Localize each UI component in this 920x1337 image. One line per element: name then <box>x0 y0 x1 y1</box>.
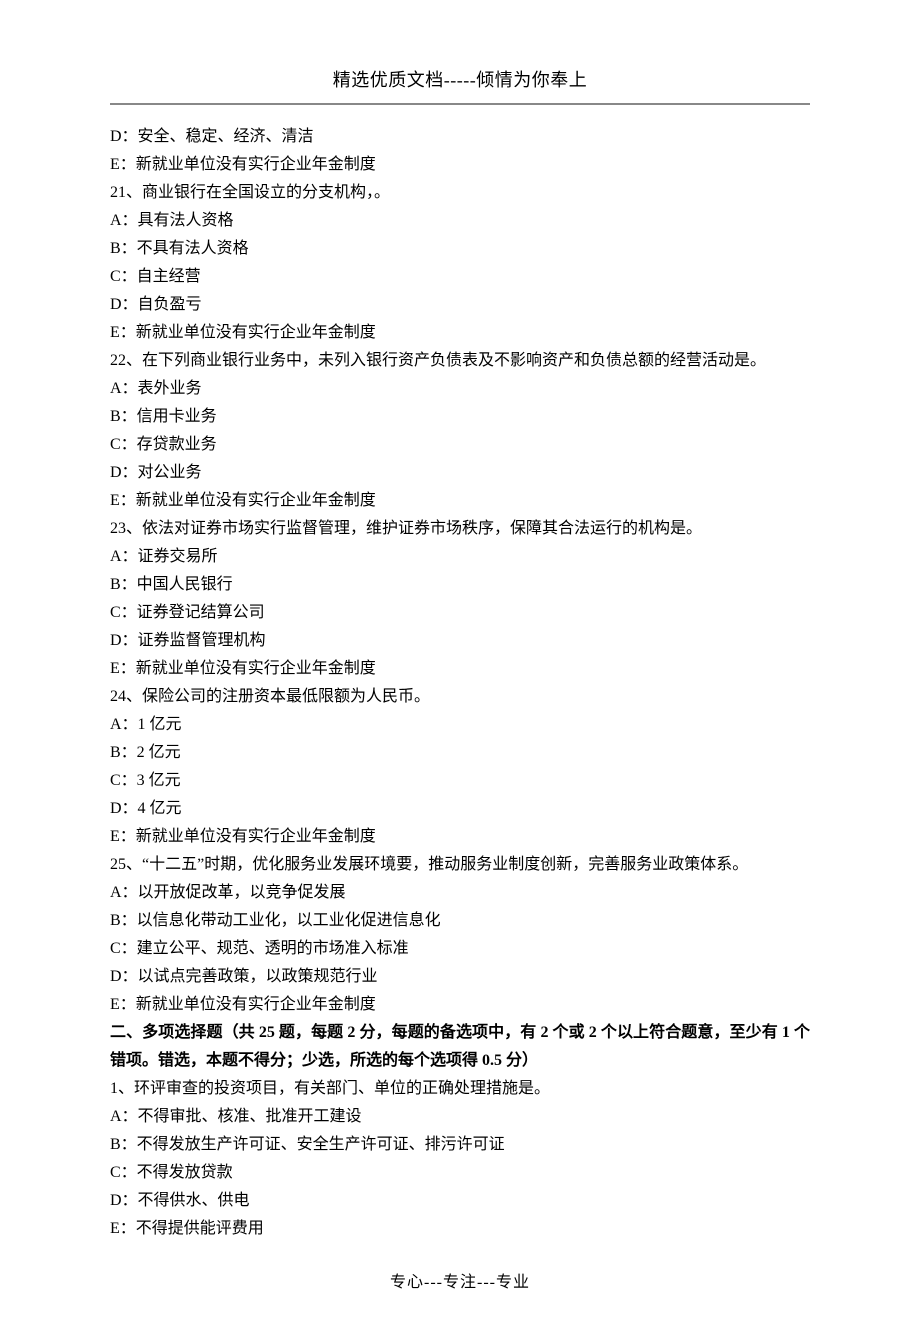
option-text: E：新就业单位没有实行企业年金制度 <box>110 487 810 515</box>
header-divider <box>110 103 810 105</box>
option-text: D：4 亿元 <box>110 795 810 823</box>
option-text: E：不得提供能评费用 <box>110 1215 810 1243</box>
option-text: D：安全、稳定、经济、清洁 <box>110 123 810 151</box>
option-text: E：新就业单位没有实行企业年金制度 <box>110 151 810 179</box>
option-text: B：2 亿元 <box>110 739 810 767</box>
option-text: D：证券监督管理机构 <box>110 627 810 655</box>
document-content: D：安全、稳定、经济、清洁E：新就业单位没有实行企业年金制度21、商业银行在全国… <box>110 123 810 1243</box>
option-text: A：1 亿元 <box>110 711 810 739</box>
option-text: D：不得供水、供电 <box>110 1187 810 1215</box>
option-text: B：以信息化带动工业化，以工业化促进信息化 <box>110 907 810 935</box>
question-text: 1、环评审查的投资项目，有关部门、单位的正确处理措施是。 <box>110 1075 810 1103</box>
question-text: 23、依法对证券市场实行监督管理，维护证券市场秩序，保障其合法运行的机构是。 <box>110 515 810 543</box>
option-text: A：以开放促改革，以竞争促发展 <box>110 879 810 907</box>
option-text: E：新就业单位没有实行企业年金制度 <box>110 655 810 683</box>
question-text: 25、“十二五”时期，优化服务业发展环境要，推动服务业制度创新，完善服务业政策体… <box>110 851 810 879</box>
option-text: D：自负盈亏 <box>110 291 810 319</box>
option-text: A：表外业务 <box>110 375 810 403</box>
option-text: C：不得发放贷款 <box>110 1159 810 1187</box>
option-text: C：存贷款业务 <box>110 431 810 459</box>
option-text: C：3 亿元 <box>110 767 810 795</box>
option-text: E：新就业单位没有实行企业年金制度 <box>110 991 810 1019</box>
option-text: B：不具有法人资格 <box>110 235 810 263</box>
question-text: 21、商业银行在全国设立的分支机构，。 <box>110 179 810 207</box>
option-text: D：以试点完善政策，以政策规范行业 <box>110 963 810 991</box>
option-text: C：证券登记结算公司 <box>110 599 810 627</box>
page-footer: 专心---专注---专业 <box>110 1269 810 1297</box>
option-text: B：中国人民银行 <box>110 571 810 599</box>
option-text: E：新就业单位没有实行企业年金制度 <box>110 319 810 347</box>
page-header: 精选优质文档-----倾情为你奉上 <box>110 65 810 97</box>
question-text: 24、保险公司的注册资本最低限额为人民币。 <box>110 683 810 711</box>
option-text: A：不得审批、核准、批准开工建设 <box>110 1103 810 1131</box>
option-text: C：自主经营 <box>110 263 810 291</box>
option-text: E：新就业单位没有实行企业年金制度 <box>110 823 810 851</box>
option-text: D：对公业务 <box>110 459 810 487</box>
option-text: A：具有法人资格 <box>110 207 810 235</box>
section-heading: 二、多项选择题（共 25 题，每题 2 分，每题的备选项中，有 2 个或 2 个… <box>110 1024 810 1069</box>
option-text: C：建立公平、规范、透明的市场准入标准 <box>110 935 810 963</box>
option-text: B：信用卡业务 <box>110 403 810 431</box>
option-text: A：证券交易所 <box>110 543 810 571</box>
question-text: 22、在下列商业银行业务中，未列入银行资产负债表及不影响资产和负债总额的经营活动… <box>110 347 810 375</box>
option-text: B：不得发放生产许可证、安全生产许可证、排污许可证 <box>110 1131 810 1159</box>
